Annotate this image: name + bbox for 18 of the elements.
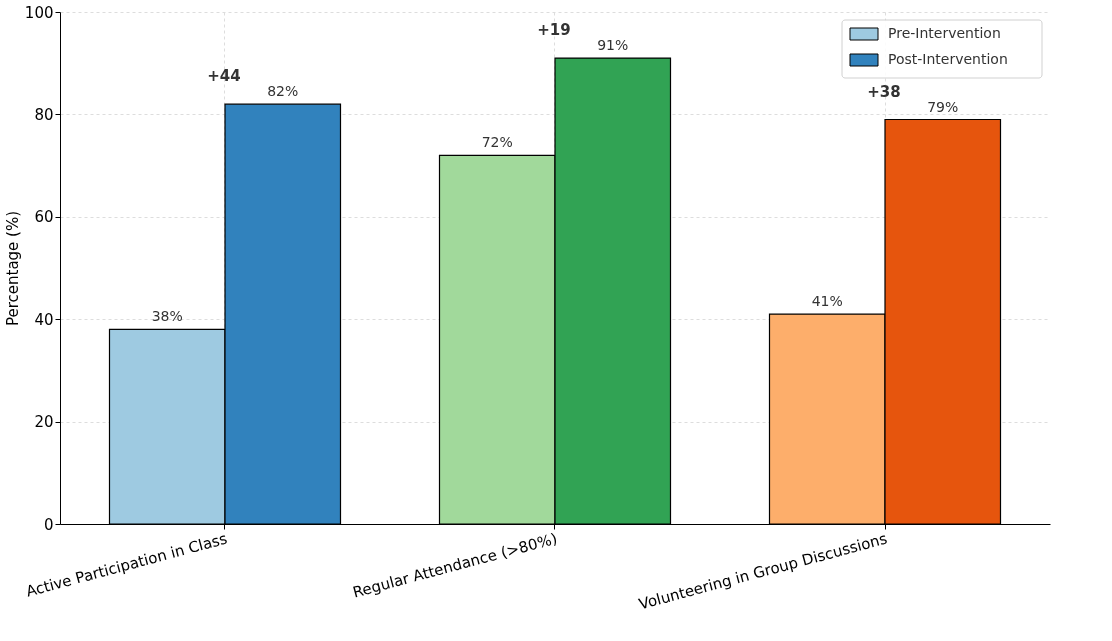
annotation: +19 — [537, 21, 571, 40]
data-label: 91% — [597, 37, 629, 54]
y-tick-label: 0 — [43, 515, 54, 534]
data-label: 41% — [811, 293, 843, 310]
data-label: 82% — [267, 83, 299, 100]
y-tick-label: 80 — [34, 105, 54, 124]
y-tick-label: 100 — [24, 3, 54, 22]
annotation: +38 — [867, 82, 901, 101]
data-label: 38% — [151, 308, 183, 325]
data-label: 79% — [927, 98, 959, 115]
data-label: 72% — [481, 134, 513, 151]
annotation: +44 — [207, 67, 241, 86]
y-tick-label: 20 — [34, 413, 54, 432]
y-tick-label: 60 — [34, 208, 54, 227]
y-axis-title: Percentage (%) — [3, 210, 22, 327]
legend-label: Post-Intervention — [888, 51, 1008, 67]
legend-label: Pre-Intervention — [888, 25, 1001, 41]
y-tick-label: 40 — [34, 310, 54, 329]
